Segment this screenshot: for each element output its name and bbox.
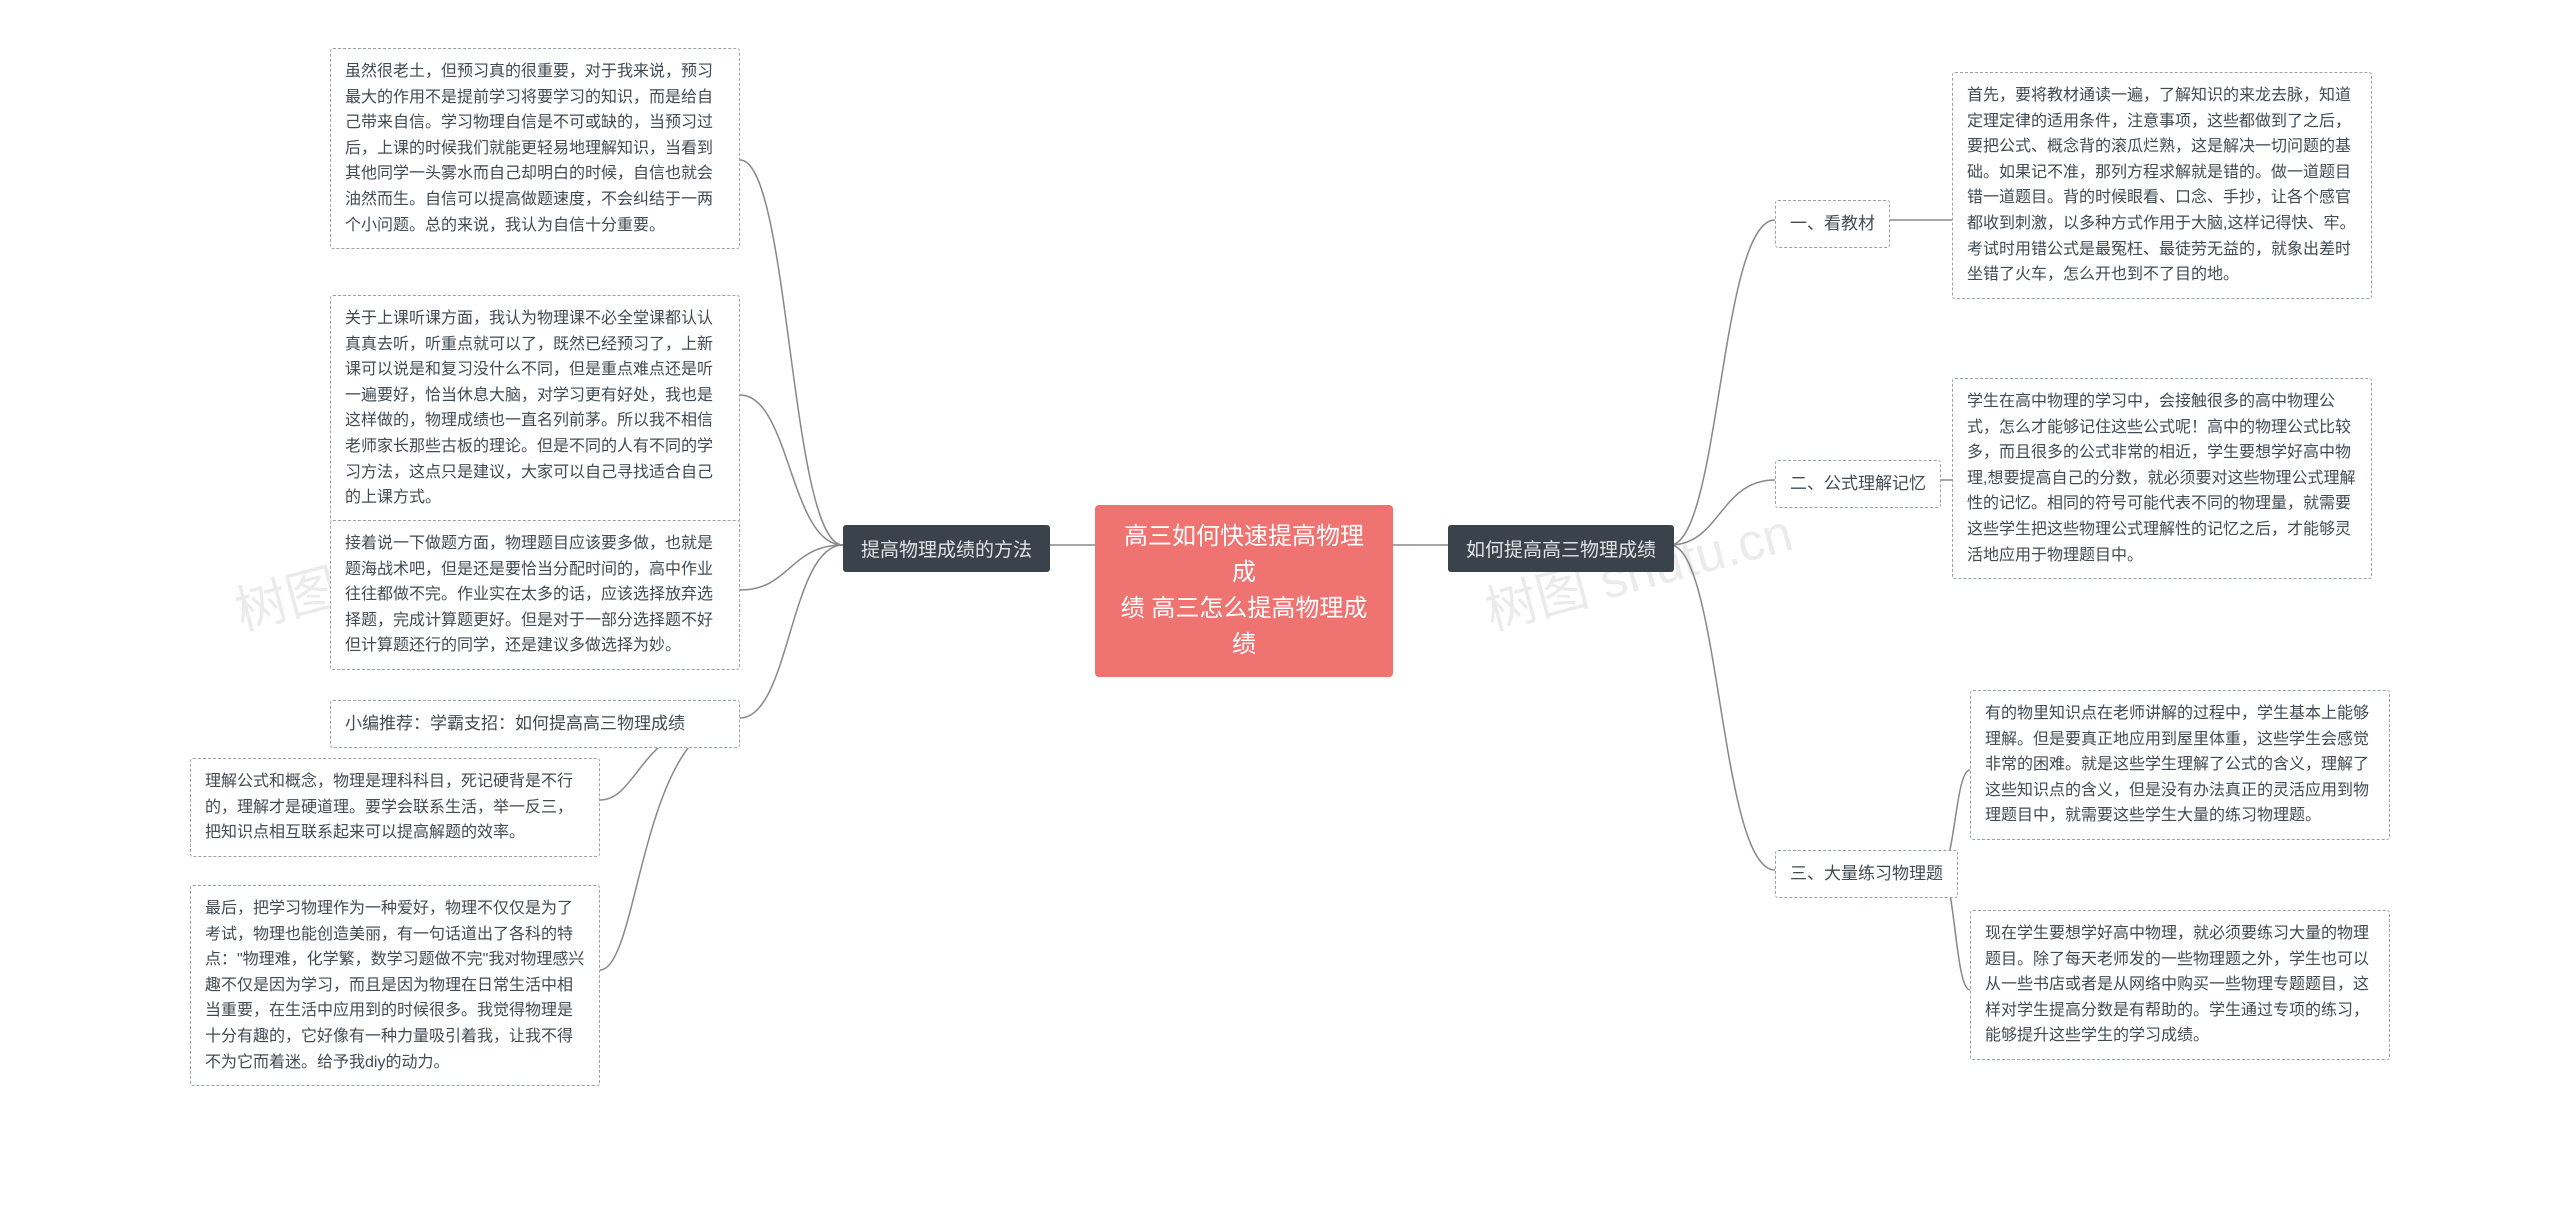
- left-leaf-5: 最后，把学习物理作为一种爱好，物理不仅仅是为了考试，物理也能创造美丽，有一句话道…: [190, 885, 600, 1086]
- center-line2: 绩 高三怎么提高物理成绩: [1117, 591, 1371, 663]
- left-leaf-2: 接着说一下做题方面，物理题目应该要多做，也就是题海战术吧，但是还是要恰当分配时间…: [330, 520, 740, 670]
- right-sub-1: 二、公式理解记忆: [1775, 460, 1941, 508]
- right-leaf-0-0: 首先，要将教材通读一遍，了解知识的来龙去脉，知道定理定律的适用条件，注意事项，这…: [1952, 72, 2372, 299]
- left-leaf-4: 理解公式和概念，物理是理科科目，死记硬背是不行的，理解才是硬道理。要学会联系生活…: [190, 758, 600, 857]
- center-node: 高三如何快速提高物理成 绩 高三怎么提高物理成绩: [1095, 505, 1393, 677]
- left-branch-title: 提高物理成绩的方法: [843, 525, 1050, 572]
- right-leaf-2-1: 现在学生要想学好高中物理，就必须要练习大量的物理题目。除了每天老师发的一些物理题…: [1970, 910, 2390, 1060]
- right-sub-2: 三、大量练习物理题: [1775, 850, 1958, 898]
- right-branch-title: 如何提高高三物理成绩: [1448, 525, 1674, 572]
- right-sub-0: 一、看教材: [1775, 200, 1890, 248]
- left-leaf-1: 关于上课听课方面，我认为物理课不必全堂课都认认真真去听，听重点就可以了，既然已经…: [330, 295, 740, 522]
- center-line1: 高三如何快速提高物理成: [1117, 519, 1371, 591]
- left-leaf-3: 小编推荐：学霸支招：如何提高高三物理成绩: [330, 700, 740, 748]
- right-leaf-1-0: 学生在高中物理的学习中，会接触很多的高中物理公式，怎么才能够记住这些公式呢！高中…: [1952, 378, 2372, 579]
- right-leaf-2-0: 有的物里知识点在老师讲解的过程中，学生基本上能够理解。但是要真正地应用到屋里体重…: [1970, 690, 2390, 840]
- left-leaf-0: 虽然很老土，但预习真的很重要，对于我来说，预习最大的作用不是提前学习将要学习的知…: [330, 48, 740, 249]
